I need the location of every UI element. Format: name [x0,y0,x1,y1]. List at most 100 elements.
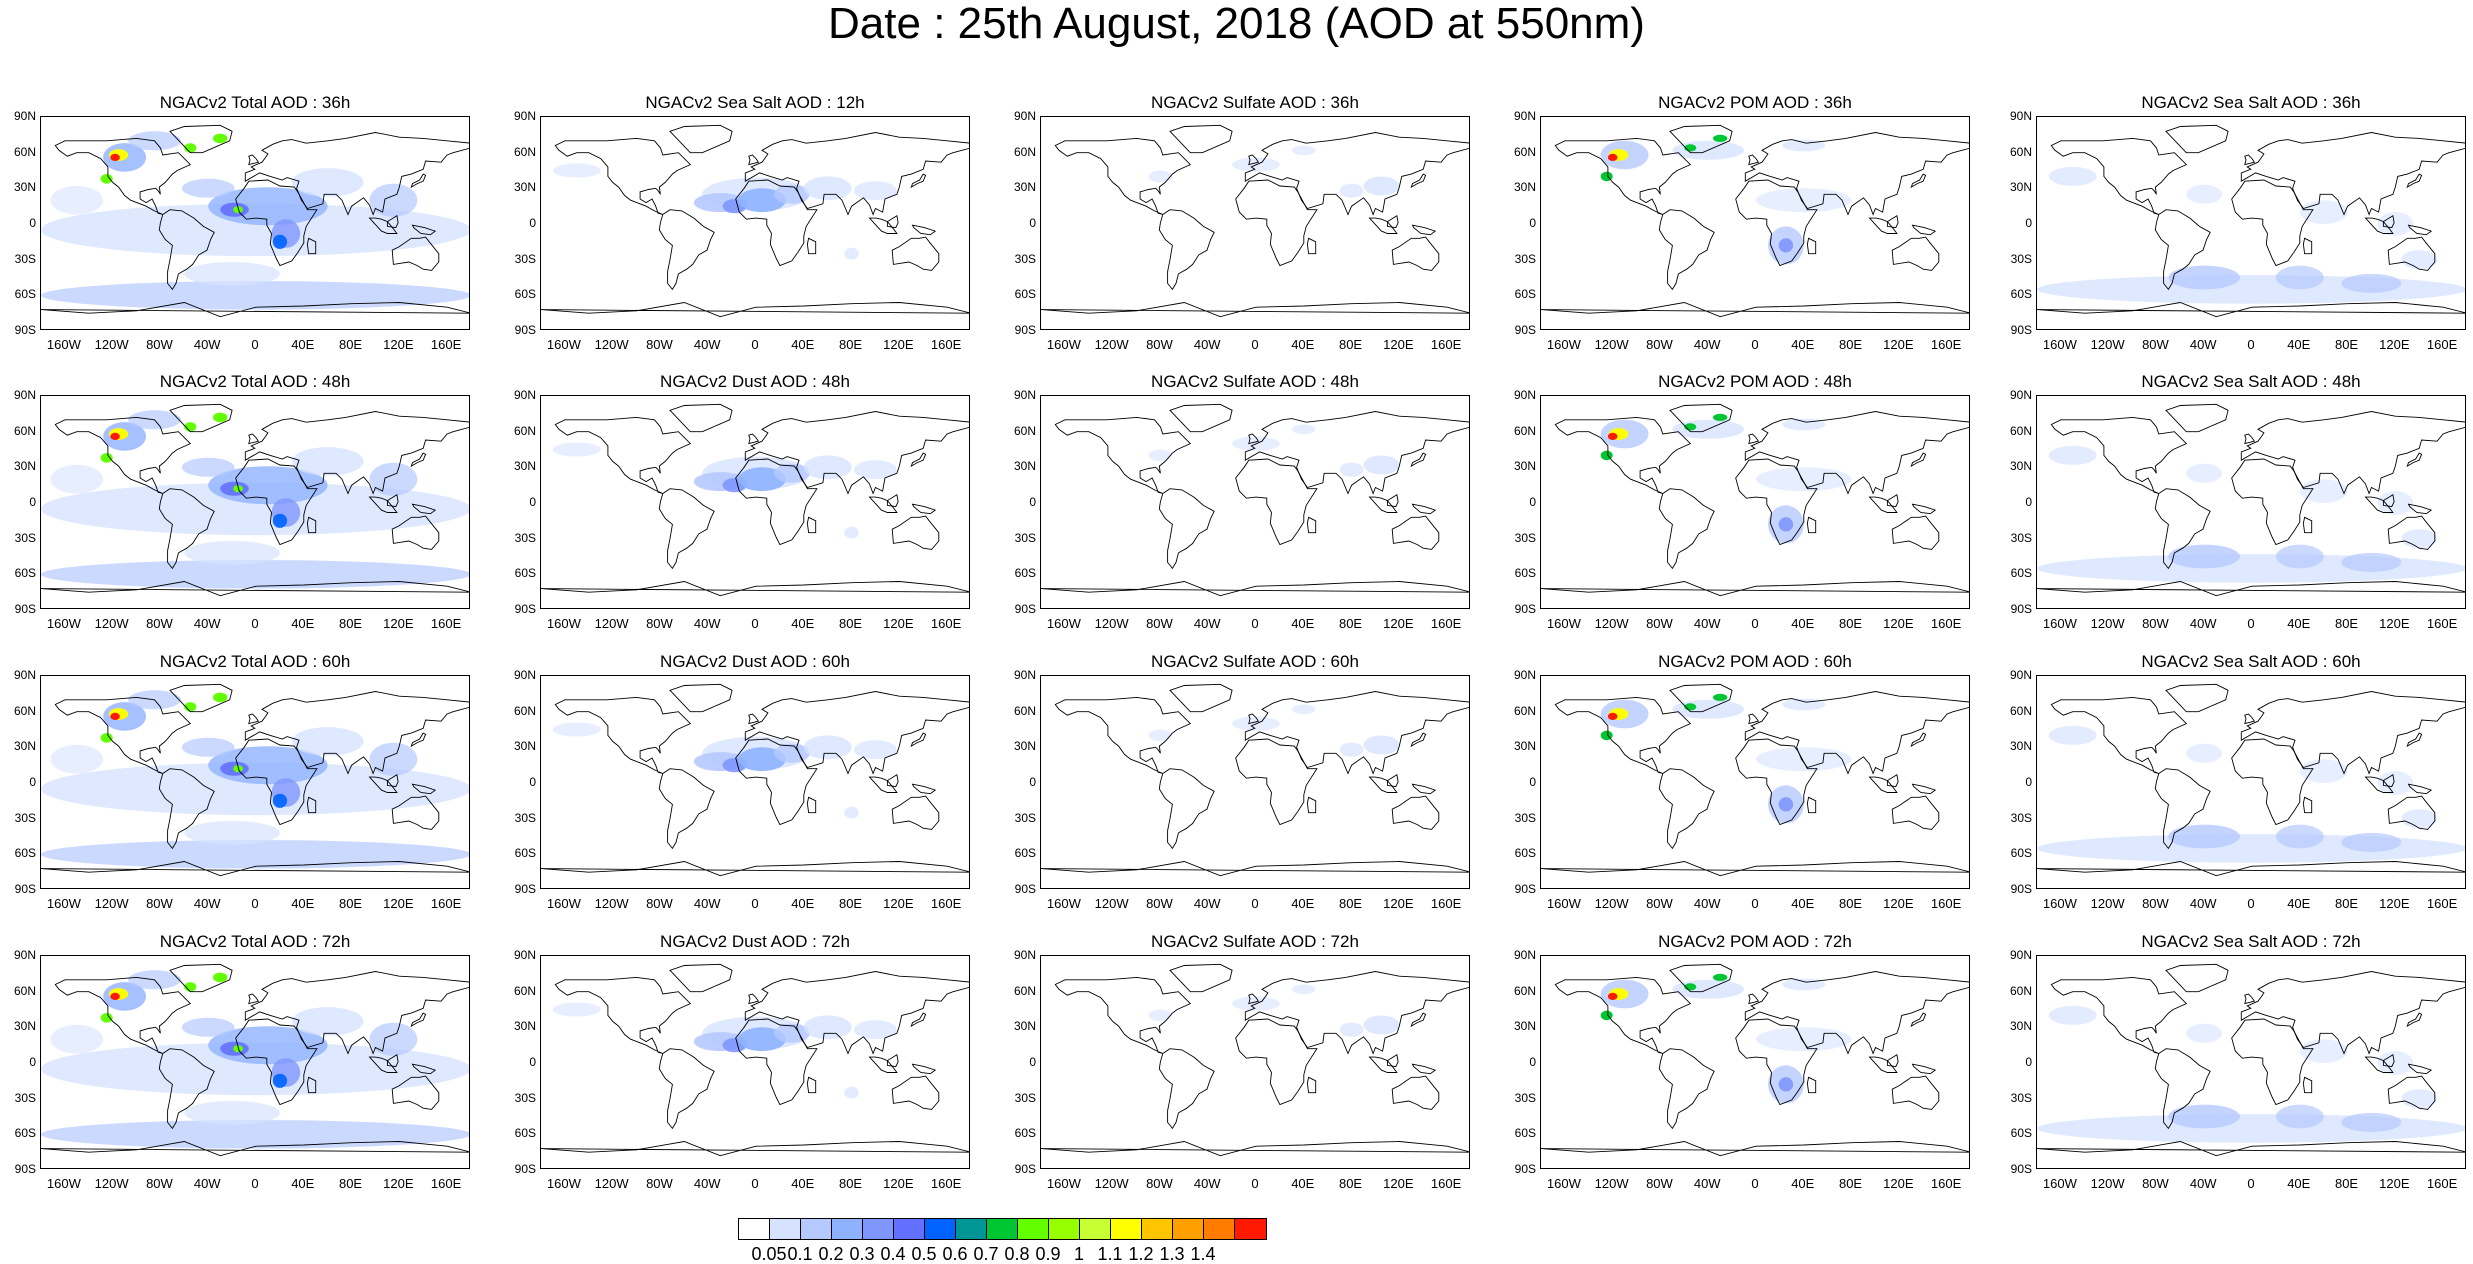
panel-title: NGACv2 Sea Salt AOD : 72h [2141,932,2361,951]
map-frame [540,395,970,609]
longitude-label: 160W [2042,1176,2077,1191]
aerosol-field [2341,1112,2402,1132]
latitude-label: 60S [514,846,536,861]
latitude-label: 60S [1014,287,1036,302]
longitude-label: 120W [94,337,129,352]
coastline [158,1048,215,1130]
longitude-label: 160E [1430,1176,1462,1191]
longitude-label: 160W [46,1176,81,1191]
aerosol-field [181,457,235,477]
aerosol-field [233,206,243,214]
coastline [1411,503,1437,515]
colorbar-swatch [1235,1219,1266,1239]
longitude-label: 120E [883,337,914,352]
coastline [554,137,692,215]
colorbar-label: 0.4 [880,1244,906,1264]
longitude-label: 40E [291,1176,315,1191]
coastline [806,516,817,534]
coastline [244,691,469,775]
coastline [1169,403,1233,433]
latitude-label: 0 [2025,216,2032,230]
aerosol-field [2299,200,2348,224]
latitude-label: 0 [1029,216,1036,230]
longitude-label: 160E [2426,337,2458,352]
world-map [1541,403,1969,597]
longitude-label: 160E [930,337,962,352]
map-frame [2036,675,2466,889]
aerosol-field [110,712,120,720]
coastline [1669,963,1733,993]
longitude-label: 40W [1693,1176,1721,1191]
coastline [1658,209,1715,291]
coastline [1911,783,1937,795]
latitude-label: 0 [1529,216,1536,230]
latitude-label: 60N [513,423,536,438]
colorbar-label: 0.7 [973,1244,999,1264]
latitude-label: 90S [2010,1162,2032,1176]
longitude-label: 120E [1883,896,1914,911]
longitude-label: 160W [1046,1176,1081,1191]
coastline [2387,515,2436,550]
colorbar-swatch [832,1219,863,1239]
coastline [54,416,192,494]
aerosol-field [50,1024,104,1054]
coastline [1235,179,1318,267]
coastline [2364,217,2394,234]
coastline [2406,732,2423,748]
coastline [541,581,969,597]
latitude-label: 30N [13,180,36,195]
longitude-label: 80E [1338,337,1363,352]
latitude-label: 90S [2010,882,2032,896]
coastline [2231,738,2314,826]
colorbar-label: 1 [1073,1244,1084,1264]
coastline [1054,696,1192,774]
latitude-label: 30N [2009,1019,2032,1034]
longitude-label: 120E [1383,616,1414,631]
longitude-label: 160E [1930,337,1962,352]
latitude-label: 0 [1529,495,1536,509]
longitude-label: 80W [146,896,173,911]
aerosol-field [1148,1009,1173,1022]
longitude-label: 40E [2287,896,2311,911]
latitude-label: 90S [14,882,36,896]
latitude-label: 60N [513,144,536,159]
longitude-label: 80W [1646,616,1673,631]
coastline [1891,1075,1940,1110]
longitude-label: 40W [1193,896,1221,911]
aerosol-field [2377,1051,2414,1075]
aerosol-field [369,742,418,776]
coastline [244,411,469,495]
panel-title: NGACv2 Sulfate AOD : 48h [1151,372,1359,391]
coastline [235,458,318,546]
longitude-label: 120E [2379,616,2410,631]
coastline [2154,209,2211,291]
longitude-label: 120W [2090,896,2125,911]
aerosol-field [1363,1015,1400,1035]
world-map [1541,124,1969,318]
coastline [1054,416,1192,494]
coastline [235,1018,318,1106]
coastline [386,1053,399,1068]
coastline [886,493,899,508]
aerosol-field [110,992,120,1000]
coastline [2165,403,2229,433]
latitude-label: 90S [514,1162,536,1176]
aerosol-field [2186,463,2223,483]
coastline [748,154,760,166]
coastline [2406,1012,2423,1028]
coastline [658,488,715,570]
latitude-label: 30S [1014,251,1036,266]
aerosol-field [803,1015,852,1040]
coastline [1891,236,1940,271]
latitude-label: 60N [1013,144,1036,159]
coastline [891,1075,940,1110]
coastline [2231,179,2314,267]
aerosol-field [110,153,120,161]
coastline [2302,1076,2313,1094]
coastline [886,214,899,229]
aerosol-field [2168,265,2240,290]
coastline [1886,1053,1899,1068]
coastline [1891,795,1940,830]
latitude-label: 30S [1514,1090,1536,1105]
latitude-label: 60S [1014,846,1036,861]
